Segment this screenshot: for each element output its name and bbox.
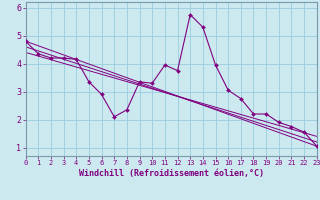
X-axis label: Windchill (Refroidissement éolien,°C): Windchill (Refroidissement éolien,°C) [79,169,264,178]
